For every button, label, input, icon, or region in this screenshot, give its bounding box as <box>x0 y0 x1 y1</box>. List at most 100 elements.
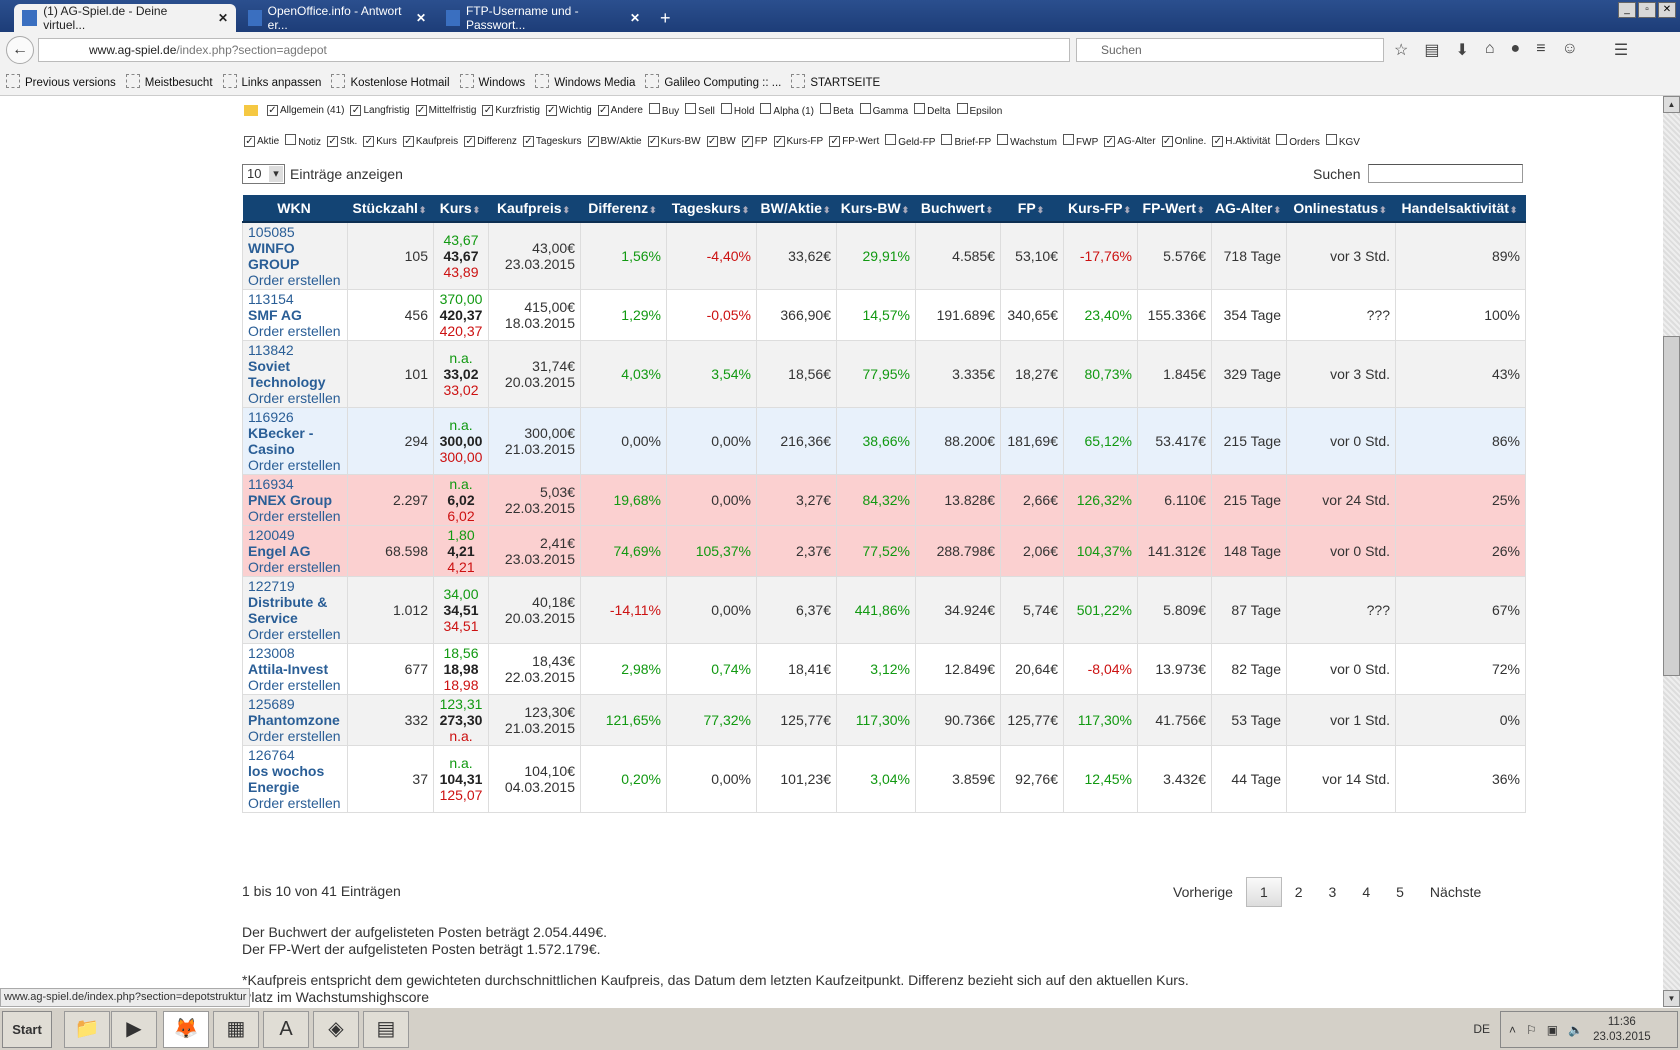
minimize-button[interactable]: _ <box>1618 2 1636 18</box>
maximize-button[interactable]: ▫ <box>1638 2 1656 18</box>
order-link[interactable]: Order erstellen <box>248 728 341 744</box>
filter-checkbox[interactable]: Beta <box>820 103 854 117</box>
checkbox[interactable] <box>859 103 871 114</box>
sort-icon[interactable]: ⬍ <box>1036 205 1045 215</box>
chat-icon[interactable]: ● <box>1510 40 1521 57</box>
wkn-link[interactable]: 120049 <box>248 527 295 543</box>
checkbox[interactable]: ✓ <box>363 135 375 147</box>
filter-checkbox[interactable]: Notiz <box>285 134 321 148</box>
filter-checkbox[interactable]: ✓ Langfristig <box>350 104 410 116</box>
filter-checkbox[interactable]: ✓ H.Aktivität <box>1212 135 1270 147</box>
clock[interactable]: 11:36 23.03.2015 <box>1593 1015 1651 1043</box>
sort-icon[interactable]: ⬍ <box>985 205 994 215</box>
vertical-scrollbar[interactable]: ▲ ▼ <box>1663 96 1680 1007</box>
checkbox[interactable]: ✓ <box>1104 135 1116 147</box>
checkbox[interactable]: ✓ <box>1212 135 1224 147</box>
checkbox[interactable]: ✓ <box>545 104 557 116</box>
wkn-link[interactable]: 126764 <box>248 747 295 763</box>
volume-icon[interactable]: 🔈 <box>1568 1022 1584 1037</box>
sort-icon[interactable]: ⬍ <box>1509 205 1518 215</box>
checkbox[interactable]: ✓ <box>522 135 534 147</box>
wkn-link[interactable]: 105085 <box>248 224 295 240</box>
filter-checkbox[interactable]: Wachstum <box>997 134 1057 148</box>
page-length-select[interactable]: 10 <box>242 164 285 184</box>
wkn-link[interactable]: 113154 <box>248 291 294 307</box>
checkbox[interactable]: ✓ <box>482 104 494 116</box>
column-header[interactable]: Stückzahl⬍ <box>347 195 434 223</box>
column-header[interactable]: Kaufpreis⬍ <box>488 195 581 223</box>
wkn-link[interactable]: 123008 <box>248 645 295 661</box>
page-button[interactable]: 2 <box>1294 884 1303 900</box>
page-button[interactable]: 4 <box>1362 884 1371 900</box>
column-header[interactable]: Kurs-BW⬍ <box>836 195 916 223</box>
sort-icon[interactable]: ⬍ <box>649 205 657 215</box>
checkbox[interactable] <box>1063 134 1075 145</box>
filter-checkbox[interactable]: ✓ Kurs-FP <box>773 135 823 147</box>
checkbox[interactable]: ✓ <box>1161 135 1173 147</box>
filter-checkbox[interactable]: Hold <box>720 103 754 117</box>
close-tab-icon[interactable]: ✕ <box>217 11 228 25</box>
checkbox[interactable] <box>1276 134 1288 145</box>
sort-icon[interactable]: ⬍ <box>562 205 571 215</box>
filter-checkbox[interactable]: Brief-FP <box>941 134 991 148</box>
checkbox[interactable] <box>997 134 1009 145</box>
browser-tab[interactable]: (1) AG-Spiel.de - Deine virtuel... ✕ <box>14 4 236 32</box>
wkn-link[interactable]: 125689 <box>248 696 295 712</box>
stock-name-link[interactable]: los wochos Energie <box>248 763 325 795</box>
language-indicator[interactable]: DE <box>1473 1022 1490 1036</box>
browser-tab[interactable]: FTP-Username und -Passwort... ✕ <box>438 4 648 32</box>
url-bar[interactable]: www.ag-spiel.de/index.php?section=agdepo… <box>38 38 1070 62</box>
reading-list-icon[interactable]: ▤ <box>1424 42 1440 59</box>
checkbox[interactable] <box>720 103 732 114</box>
checkbox[interactable] <box>885 134 897 145</box>
filter-checkbox[interactable]: Sell <box>685 103 715 117</box>
bluestacks-icon[interactable]: ▦ <box>213 1011 259 1048</box>
column-header[interactable]: FP⬍ <box>1000 195 1064 223</box>
stock-name-link[interactable]: Soviet Technology <box>248 358 326 390</box>
menu-icon[interactable]: ☰ <box>1613 42 1629 59</box>
column-header[interactable]: WKN <box>242 195 348 223</box>
network-icon[interactable]: ▣ <box>1546 1022 1559 1037</box>
checkbox[interactable]: ✓ <box>741 135 753 147</box>
filter-checkbox[interactable]: ✓ Allgemein (41) <box>267 104 344 116</box>
filter-checkbox[interactable]: ✓ Kurs-BW <box>647 135 701 147</box>
order-link[interactable]: Order erstellen <box>248 323 341 339</box>
flag-icon[interactable]: ⚐ <box>1526 1022 1537 1037</box>
star-icon[interactable]: ☆ <box>1394 42 1409 59</box>
start-button[interactable]: Start <box>2 1011 52 1048</box>
wkn-link[interactable]: 116934 <box>248 476 294 492</box>
browser-tab[interactable]: OpenOffice.info - Antwort er... ✕ <box>240 4 434 32</box>
sort-icon[interactable]: ⬍ <box>1196 205 1205 215</box>
page-button[interactable]: 3 <box>1328 884 1337 900</box>
checkbox[interactable] <box>1325 134 1337 145</box>
bookmark-item[interactable]: Galileo Computing :: ... <box>645 74 781 89</box>
sort-icon[interactable]: ⬍ <box>901 205 910 215</box>
bookmark-item[interactable]: Kostenlose Hotmail <box>331 74 449 89</box>
order-link[interactable]: Order erstellen <box>248 508 341 524</box>
checkbox[interactable]: ✓ <box>350 104 362 116</box>
checkbox[interactable]: ✓ <box>647 135 659 147</box>
filter-checkbox[interactable]: ✓ Tageskurs <box>522 135 582 147</box>
column-header[interactable]: Differenz⬍ <box>580 195 667 223</box>
order-link[interactable]: Order erstellen <box>248 559 341 575</box>
checkbox[interactable]: ✓ <box>464 135 476 147</box>
column-header[interactable]: FP-Wert⬍ <box>1137 195 1212 223</box>
filter-checkbox[interactable]: ✓ FP-Wert <box>829 135 879 147</box>
column-header[interactable]: Tageskurs⬍ <box>666 195 757 223</box>
checkbox[interactable] <box>285 134 297 145</box>
filter-checkbox[interactable]: ✓ Kurzfristig <box>482 104 540 116</box>
addon-icon[interactable]: ☺ <box>1561 40 1578 57</box>
checkbox[interactable]: ✓ <box>415 104 427 116</box>
filter-checkbox[interactable]: ✓ AG-Alter <box>1104 135 1156 147</box>
checkbox[interactable] <box>956 103 968 114</box>
filter-checkbox[interactable]: ✓ Differenz <box>464 135 517 147</box>
close-window-button[interactable]: ✕ <box>1658 2 1676 18</box>
column-header[interactable]: Kurs⬍ <box>433 195 489 223</box>
checkbox[interactable] <box>760 103 772 114</box>
filter-checkbox[interactable]: KGV <box>1325 134 1360 148</box>
filter-checkbox[interactable]: ✓ Mittelfristig <box>415 104 476 116</box>
checkbox[interactable]: ✓ <box>327 135 339 147</box>
bookmark-item[interactable]: Previous versions <box>6 74 116 89</box>
page-button[interactable]: 1 <box>1245 877 1282 907</box>
filter-checkbox[interactable]: Buy <box>648 103 679 117</box>
